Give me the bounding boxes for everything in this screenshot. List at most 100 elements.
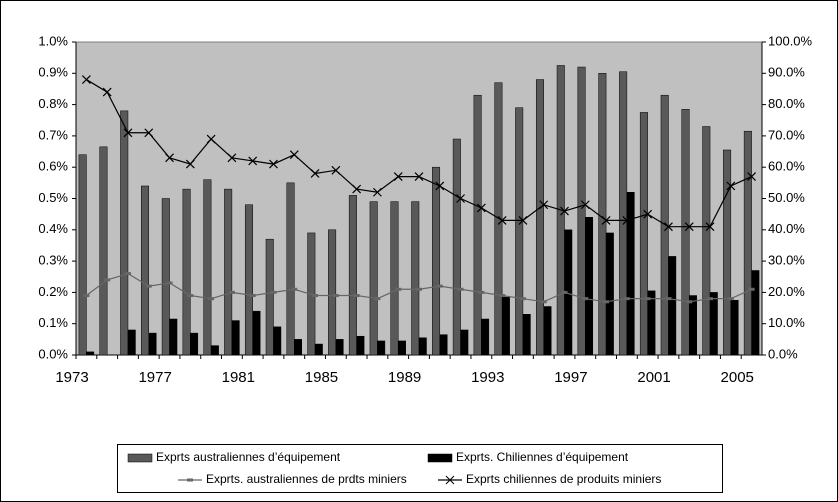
bar <box>626 191 635 356</box>
line-marker <box>102 87 112 97</box>
legend-box <box>117 444 723 493</box>
bar <box>224 188 233 356</box>
bar <box>535 79 544 356</box>
bar <box>730 299 739 356</box>
line-marker <box>208 297 215 301</box>
line-marker <box>185 159 195 169</box>
line-marker <box>332 294 339 298</box>
line-marker <box>310 169 320 178</box>
legend: Exprts australiennes d’équipement Exprts.… <box>117 444 723 493</box>
bar <box>231 320 240 356</box>
y2-tick-label: 80.0% <box>768 96 805 111</box>
line-marker <box>707 297 714 301</box>
legend-swatch <box>427 453 453 463</box>
legend-swatch <box>127 453 153 463</box>
bar <box>481 318 490 356</box>
bar <box>348 195 357 356</box>
bar <box>751 270 760 356</box>
y2-tick-label: 40.0% <box>768 221 805 236</box>
bar <box>265 238 274 356</box>
y-tick-label: 0.1% <box>38 315 68 330</box>
line-marker <box>312 294 319 298</box>
bar <box>377 340 386 356</box>
legend-marker <box>445 475 455 485</box>
bar <box>452 138 461 356</box>
legend-marker <box>187 478 193 482</box>
line-marker <box>81 75 91 84</box>
y2-tick-label: 30.0% <box>768 253 805 268</box>
line-marker <box>187 294 194 298</box>
line-marker <box>561 290 568 294</box>
y-tick-label: 0.9% <box>38 65 68 80</box>
bar <box>577 66 586 356</box>
bar <box>543 306 552 356</box>
bar <box>501 296 510 356</box>
bar <box>418 337 427 356</box>
line-marker <box>644 297 651 301</box>
line-marker <box>270 290 277 294</box>
line-marker <box>457 287 464 291</box>
x-tick-label: 1973 <box>55 369 88 386</box>
bar <box>294 339 303 356</box>
line-marker <box>393 172 403 182</box>
line-marker <box>228 290 235 294</box>
y2-tick-label: 20.0% <box>768 284 805 299</box>
bar <box>252 310 261 356</box>
y-tick-label: 0.5% <box>38 190 68 205</box>
line-marker <box>748 287 755 291</box>
bar <box>120 110 129 356</box>
bar <box>723 149 732 356</box>
bar <box>619 71 628 356</box>
line-marker <box>726 181 736 191</box>
x-tick-label: 1977 <box>138 369 171 386</box>
bar <box>473 94 482 356</box>
y2-tick-label: 70.0% <box>768 127 805 142</box>
line-marker <box>436 284 443 288</box>
bar <box>78 154 87 356</box>
bar <box>432 166 441 356</box>
x-tick-label: 1989 <box>388 369 421 386</box>
line-marker <box>684 222 694 232</box>
bar <box>639 112 648 356</box>
line-marker <box>499 294 506 298</box>
line-marker <box>601 215 611 225</box>
legend-label: Exprts australiennes d’équipement <box>156 450 341 464</box>
line-marker <box>435 181 445 191</box>
line-marker <box>560 206 569 216</box>
bar <box>127 329 136 356</box>
y-tick-label: 0.7% <box>38 127 68 142</box>
bar <box>286 182 295 356</box>
x-tick-label: 1993 <box>471 369 504 386</box>
line-marker <box>747 172 757 182</box>
y2-tick-label: 100.0% <box>768 33 813 48</box>
bar <box>743 130 752 356</box>
bar <box>397 340 406 356</box>
bar <box>647 290 656 356</box>
bar <box>681 109 690 356</box>
bar <box>190 332 199 356</box>
line-marker <box>519 297 526 301</box>
line-marker <box>227 153 237 163</box>
y-tick-label: 0.4% <box>38 221 68 236</box>
line-marker <box>289 150 299 160</box>
bar <box>598 73 607 356</box>
x-tick-label: 2005 <box>721 369 754 386</box>
bar <box>210 345 219 356</box>
line-marker <box>166 281 173 285</box>
line-marker <box>478 290 485 294</box>
line-marker <box>497 215 507 225</box>
line-marker <box>623 297 630 301</box>
line-marker <box>145 284 152 288</box>
bar <box>369 201 378 356</box>
line-marker <box>331 165 341 175</box>
bar <box>688 295 697 356</box>
legend-label: Exprts chiliennes de produits miniers <box>466 472 661 486</box>
y-tick-label: 1.0% <box>38 33 68 48</box>
bar <box>244 204 253 356</box>
bar <box>182 188 191 356</box>
bar <box>169 318 178 356</box>
y2-tick-label: 10.0% <box>768 315 805 330</box>
line-marker <box>104 278 111 282</box>
